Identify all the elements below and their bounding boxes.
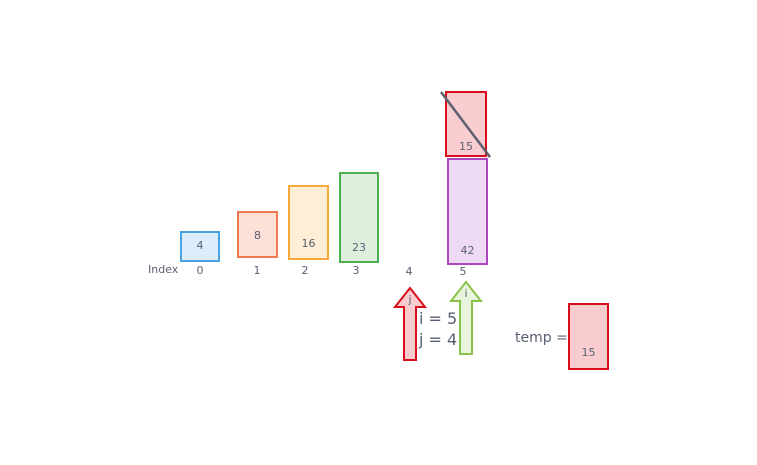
array-element-3: 23 — [339, 172, 379, 263]
temp-value-box: 15 — [568, 303, 609, 370]
array-element-3-value: 23 — [352, 241, 366, 254]
array-element-0-value: 4 — [196, 239, 204, 252]
index-4: 4 — [405, 265, 413, 278]
array-element-4-value: 42 — [460, 244, 475, 257]
temp-label: temp = — [515, 330, 568, 346]
array-element-1: 8 — [237, 211, 278, 258]
index-0: 0 — [196, 264, 204, 277]
index-1: 1 — [253, 264, 261, 277]
pointer-j-arrow: j — [392, 286, 428, 361]
pointer-i-arrow: i — [448, 280, 484, 355]
array-element-4: 42 — [447, 158, 488, 265]
array-element-2-value: 16 — [301, 237, 316, 250]
array-element-1-value: 8 — [254, 229, 261, 242]
pointer-j-label: j — [407, 293, 411, 306]
pointer-i-label: i — [464, 287, 467, 300]
index-2: 2 — [301, 264, 309, 277]
index-label: Index — [148, 263, 179, 276]
moving-element-value: 15 — [459, 140, 473, 153]
index-5: 5 — [459, 265, 467, 278]
arrow-j-icon — [392, 286, 428, 361]
temp-value: 15 — [581, 346, 596, 359]
strike-through-line — [440, 91, 491, 158]
array-element-2: 16 — [288, 185, 329, 260]
array-element-0: 4 — [180, 231, 220, 262]
var-i-readout: i = 5 — [419, 309, 458, 328]
arrow-i-icon — [448, 280, 484, 355]
var-j-readout: j = 4 — [419, 330, 458, 349]
index-3: 3 — [352, 264, 360, 277]
